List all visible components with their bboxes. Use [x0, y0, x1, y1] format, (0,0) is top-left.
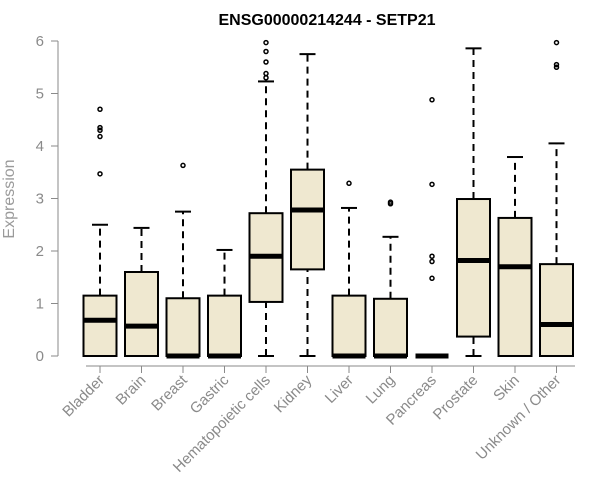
outlier-point-4	[429, 97, 435, 103]
y-axis-label: Expression	[1, 159, 18, 238]
x-tick-label-skin: Skin	[490, 372, 523, 405]
x-tick-label-lung: Lung	[363, 372, 399, 408]
outlier-point-3	[429, 181, 435, 188]
outlier-point-2	[263, 59, 269, 65]
box-hematopoietic-cells	[248, 39, 284, 357]
box-body	[124, 271, 159, 357]
y-tick-label-4: 4	[36, 138, 44, 155]
box-body	[290, 168, 325, 271]
chart-title: ENSG00000214244 - SETP21	[218, 12, 435, 29]
box-body	[331, 294, 367, 357]
box-unknown-other	[539, 39, 574, 357]
outlier-point-0	[429, 275, 435, 282]
y-tick-label-6: 6	[36, 33, 44, 50]
box-body	[373, 297, 408, 357]
x-tick-label-prostate: Prostate	[430, 372, 482, 424]
outlier-point-1	[429, 258, 435, 265]
box-breast	[165, 162, 201, 359]
outlier-point-1	[553, 61, 560, 68]
y-tick-label-0: 0	[36, 348, 44, 365]
box-kidney	[290, 53, 325, 357]
x-tick-label-breast: Breast	[148, 371, 191, 414]
outlier-point-2	[553, 39, 560, 46]
box-body	[497, 216, 533, 357]
box-body	[207, 294, 242, 357]
outlier-point-0	[97, 171, 103, 177]
box-series	[82, 39, 574, 359]
outlier-point-4	[97, 106, 103, 112]
outlier-point-0	[180, 162, 186, 169]
box-body	[82, 294, 118, 357]
x-tick-label-kidney: Kidney	[271, 371, 316, 416]
box-prostate	[456, 47, 491, 357]
outlier-point-1	[97, 133, 103, 140]
box-bladder	[82, 106, 118, 357]
y-axis-ticks: 0 1 2 3 4 5 6	[36, 33, 58, 365]
y-tick-label-3: 3	[36, 191, 44, 208]
box-skin	[497, 156, 533, 357]
outlier-point-1	[263, 70, 269, 77]
outlier-point-1	[387, 199, 394, 205]
x-tick-label-liver: Liver	[322, 372, 357, 407]
outlier-point-0	[346, 180, 352, 187]
outlier-point-2	[429, 253, 435, 259]
box-body	[456, 198, 491, 338]
outlier-point-0	[553, 64, 560, 70]
outlier-point-2	[97, 127, 103, 133]
y-tick-label-2: 2	[36, 243, 44, 260]
y-tick-label-1: 1	[36, 296, 44, 313]
box-gastric	[207, 248, 242, 359]
box-body	[165, 297, 201, 357]
x-tick-label-bladder: Bladder	[59, 372, 108, 421]
box-body	[539, 263, 574, 357]
box-lung	[373, 199, 408, 359]
outlier-point-4	[263, 39, 269, 46]
outlier-point-3	[97, 124, 103, 131]
box-liver	[331, 180, 367, 359]
outlier-point-3	[263, 48, 269, 55]
box-pancreas	[415, 97, 449, 359]
x-tick-label-brain: Brain	[113, 372, 150, 409]
y-tick-label-5: 5	[36, 86, 44, 103]
box-brain	[124, 226, 159, 357]
outlier-point-0	[263, 75, 269, 81]
